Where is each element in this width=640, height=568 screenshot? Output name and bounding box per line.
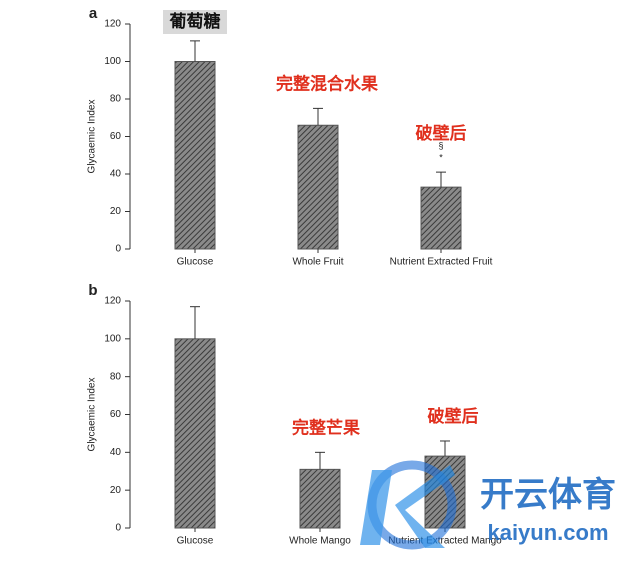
x-tick-label: Whole Mango	[289, 536, 351, 547]
y-tick-label: 0	[115, 244, 121, 255]
x-tick-label: Nutrient Extracted Mango	[388, 536, 502, 547]
y-tick-label: 20	[110, 206, 122, 217]
annotation-bg	[163, 10, 227, 34]
bar	[299, 468, 341, 529]
y-tick-label: 100	[104, 333, 121, 344]
y-axis-label: Glycaemic Index	[87, 100, 98, 174]
y-tick-label: 40	[110, 169, 122, 180]
y-tick-label: 120	[104, 19, 121, 30]
y-tick-label: 100	[104, 56, 121, 67]
y-tick-label: 80	[110, 371, 122, 382]
y-tick-label: 60	[110, 409, 122, 420]
significance-marker: *	[439, 153, 443, 163]
annotation: 完整混合水果	[276, 73, 378, 94]
significance-marker: §	[438, 141, 443, 151]
panel-label: a	[89, 5, 98, 22]
panel-label: b	[88, 282, 97, 299]
watermark-site: kaiyun.com	[487, 520, 608, 545]
y-tick-label: 0	[115, 523, 121, 534]
bar	[174, 61, 216, 250]
x-tick-label: Whole Fruit	[292, 257, 343, 268]
x-tick-label: Glucose	[177, 536, 214, 547]
bar	[297, 124, 339, 250]
y-tick-label: 120	[104, 296, 121, 307]
annotation: 葡萄糖	[169, 11, 221, 32]
x-tick-label: Glucose	[177, 257, 214, 268]
y-axis-label: Glycaemic Index	[87, 378, 98, 452]
y-tick-label: 40	[110, 447, 122, 458]
y-tick-label: 80	[110, 94, 122, 105]
bar	[174, 338, 216, 529]
bar	[420, 186, 462, 250]
x-tick-label: Nutrient Extracted Fruit	[390, 257, 493, 268]
y-tick-label: 60	[110, 131, 122, 142]
watermark-brand: 开云体育	[480, 476, 616, 514]
annotation: 破壁后	[428, 406, 479, 427]
y-tick-label: 20	[110, 485, 122, 496]
annotation: 破壁后	[416, 123, 467, 144]
annotation: 完整芒果	[292, 417, 360, 438]
watermark-logo	[360, 465, 455, 548]
watermark: 开云体育 kaiyun.com	[360, 460, 616, 550]
